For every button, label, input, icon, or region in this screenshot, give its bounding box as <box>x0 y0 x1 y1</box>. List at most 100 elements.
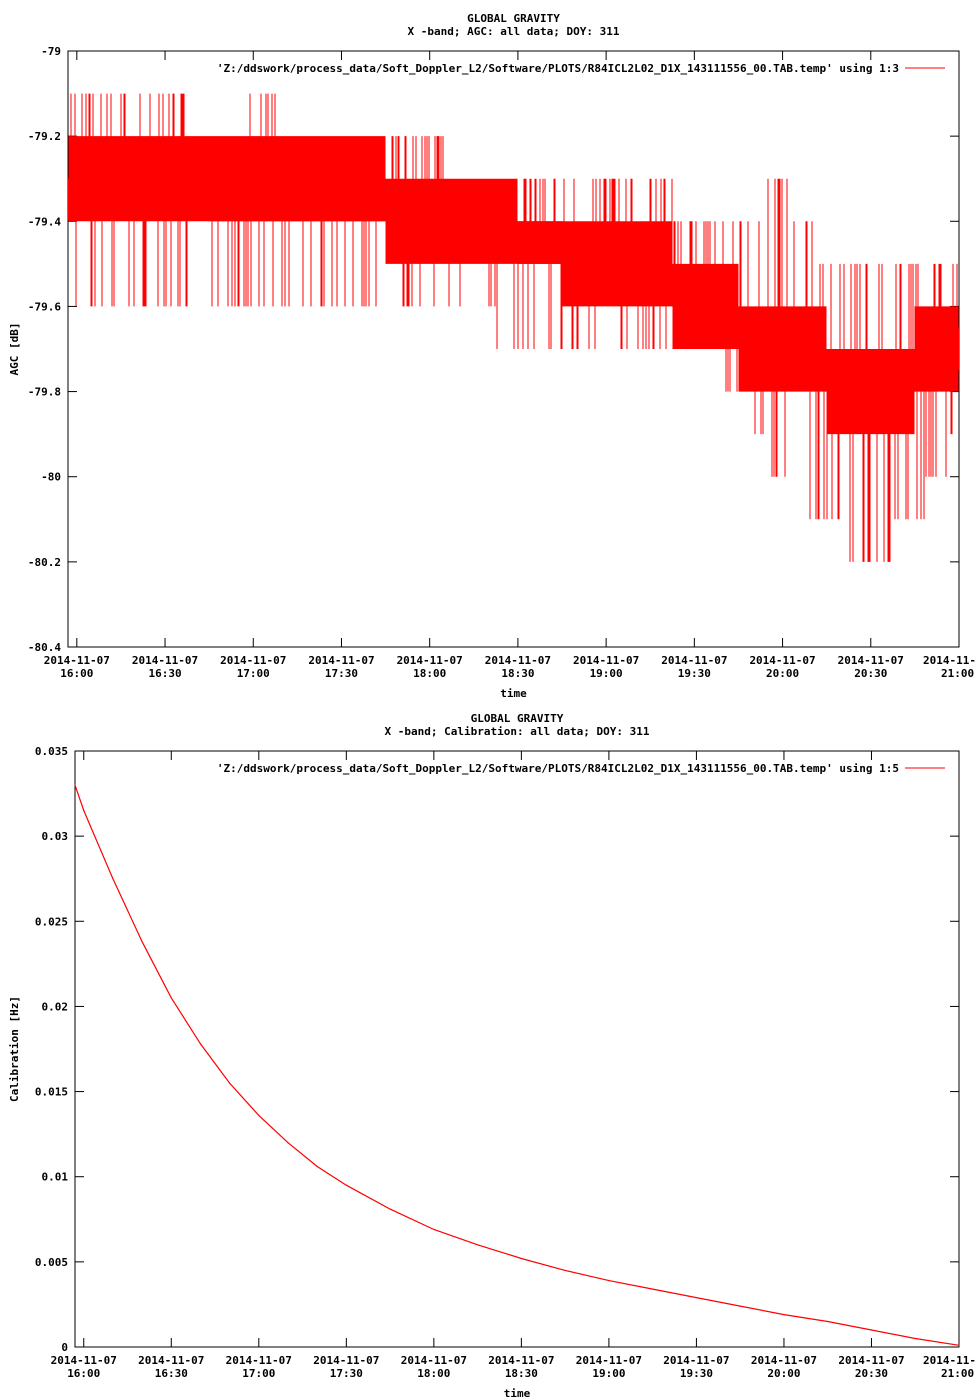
calibration-point <box>229 1082 231 1084</box>
y-tick-label: -79.8 <box>28 386 61 399</box>
x-tick-label-time: 19:00 <box>590 667 623 680</box>
x-tick-label-time: 17:00 <box>237 667 270 680</box>
y-axis-label: Calibration [Hz] <box>8 996 21 1102</box>
x-tick-label-time: 18:30 <box>505 1367 538 1380</box>
chart-title: GLOBAL GRAVITY <box>471 712 564 725</box>
x-tick-label-time: 16:30 <box>148 667 181 680</box>
x-tick-label-time: 16:00 <box>60 667 93 680</box>
calibration-point <box>389 1208 391 1210</box>
x-tick-label-date: 2014-11-07 <box>138 1354 204 1367</box>
x-tick-label-date: 2014-11-07 <box>751 1354 817 1367</box>
calibration-point <box>112 878 114 880</box>
chart-title: GLOBAL GRAVITY <box>467 12 560 25</box>
x-tick-label-date: 2014-11-07 <box>397 654 463 667</box>
y-tick-label: -80 <box>41 471 61 484</box>
y-tick-label: -80.2 <box>28 556 61 569</box>
calibration-point <box>608 1280 610 1282</box>
plot-frame <box>74 750 960 1348</box>
x-tick-label-date: 2014-11- <box>923 1354 976 1367</box>
x-tick-label-time: 17:30 <box>325 667 358 680</box>
x-tick-label-time: 20:00 <box>767 1367 800 1380</box>
x-tick-label-time: 18:30 <box>501 667 534 680</box>
x-tick-label-time: 17:30 <box>330 1367 363 1380</box>
agc-series-core <box>68 157 959 413</box>
x-tick-label-date: 2014-11-07 <box>749 654 815 667</box>
calibration-point <box>258 1114 260 1116</box>
y-tick-label: -80.4 <box>28 641 61 654</box>
calibration-point <box>783 1314 785 1316</box>
x-tick-label-time: 18:00 <box>417 1367 450 1380</box>
x-tick-label-time: 19:30 <box>678 667 711 680</box>
x-tick-label-time: 21:00 <box>941 667 974 680</box>
calibration-point <box>958 1344 960 1346</box>
x-tick-label-date: 2014-11-07 <box>663 1354 729 1367</box>
y-tick-label: 0.03 <box>42 830 69 843</box>
x-tick-label-date: 2014-11- <box>923 654 976 667</box>
x-tick-label-date: 2014-11-07 <box>44 654 110 667</box>
calibration-point <box>695 1297 698 1299</box>
y-tick-label: -79.4 <box>28 215 61 228</box>
calibration-point <box>74 784 76 786</box>
x-tick-label-date: 2014-11-07 <box>308 654 374 667</box>
x-tick-label-date: 2014-11-07 <box>573 654 639 667</box>
x-tick-label-date: 2014-11-07 <box>838 654 904 667</box>
x-tick-label-date: 2014-11-07 <box>661 654 727 667</box>
x-tick-label-date: 2014-11-07 <box>576 1354 642 1367</box>
calibration-point <box>83 810 85 812</box>
x-tick-label-time: 16:00 <box>67 1367 100 1380</box>
calibration-point <box>739 1305 741 1307</box>
calibration-point <box>564 1269 566 1271</box>
agc-series-trace <box>68 93 959 562</box>
x-tick-label-date: 2014-11-07 <box>485 654 551 667</box>
y-tick-label: -79 <box>41 45 61 58</box>
calibration-point <box>141 941 143 943</box>
calibration-point <box>170 997 172 999</box>
calibration-point <box>199 1043 202 1045</box>
x-tick-label-time: 20:30 <box>855 1367 888 1380</box>
calibration-point <box>316 1165 318 1168</box>
x-tick-label-date: 2014-11-07 <box>838 1354 904 1367</box>
x-tick-label-time: 20:30 <box>854 667 887 680</box>
x-tick-label-date: 2014-11-07 <box>401 1354 467 1367</box>
chart-subtitle: X -band; Calibration: all data; DOY: 311 <box>385 725 650 738</box>
y-tick-label: 0.01 <box>42 1171 69 1184</box>
calibration-series-line <box>74 784 960 1346</box>
calibration-point <box>520 1257 523 1260</box>
y-tick-label: 0.02 <box>42 1000 69 1013</box>
x-tick-label-time: 19:30 <box>680 1367 713 1380</box>
x-tick-label-time: 20:00 <box>766 667 799 680</box>
calibration-point <box>287 1142 289 1144</box>
x-tick-label-time: 21:00 <box>941 1367 974 1380</box>
y-tick-label: 0 <box>61 1341 68 1354</box>
x-axis-label: time <box>504 1387 531 1400</box>
x-tick-label-date: 2014-11-07 <box>220 654 286 667</box>
x-tick-label-date: 2014-11-07 <box>132 654 198 667</box>
calibration-point <box>827 1320 829 1323</box>
calibration-point <box>870 1329 873 1331</box>
calibration-point <box>914 1337 916 1340</box>
y-tick-label: 0.005 <box>35 1256 68 1269</box>
y-tick-label: -79.6 <box>28 300 61 313</box>
y-tick-label: 0.025 <box>35 915 68 928</box>
x-tick-label-time: 19:00 <box>592 1367 625 1380</box>
y-tick-label: -79.2 <box>28 130 61 143</box>
y-axis-label: AGC [dB] <box>8 323 21 376</box>
calibration-point <box>652 1288 654 1290</box>
x-tick-label-time: 17:00 <box>242 1367 275 1380</box>
legend-label: 'Z:/ddswork/process_data/Soft_Doppler_L2… <box>217 762 899 775</box>
y-tick-label: 0.035 <box>35 745 68 758</box>
y-tick-label: 0.015 <box>35 1086 68 1099</box>
calibration-point <box>433 1228 435 1231</box>
calibration-point <box>345 1184 347 1186</box>
calibration-point <box>477 1244 479 1246</box>
x-axis-label: time <box>500 687 527 700</box>
chart-subtitle: X -band; AGC: all data; DOY: 311 <box>408 25 620 38</box>
x-tick-label-time: 18:00 <box>413 667 446 680</box>
x-tick-label-date: 2014-11-07 <box>488 1354 554 1367</box>
x-tick-label-time: 16:30 <box>155 1367 188 1380</box>
x-tick-label-date: 2014-11-07 <box>313 1354 379 1367</box>
